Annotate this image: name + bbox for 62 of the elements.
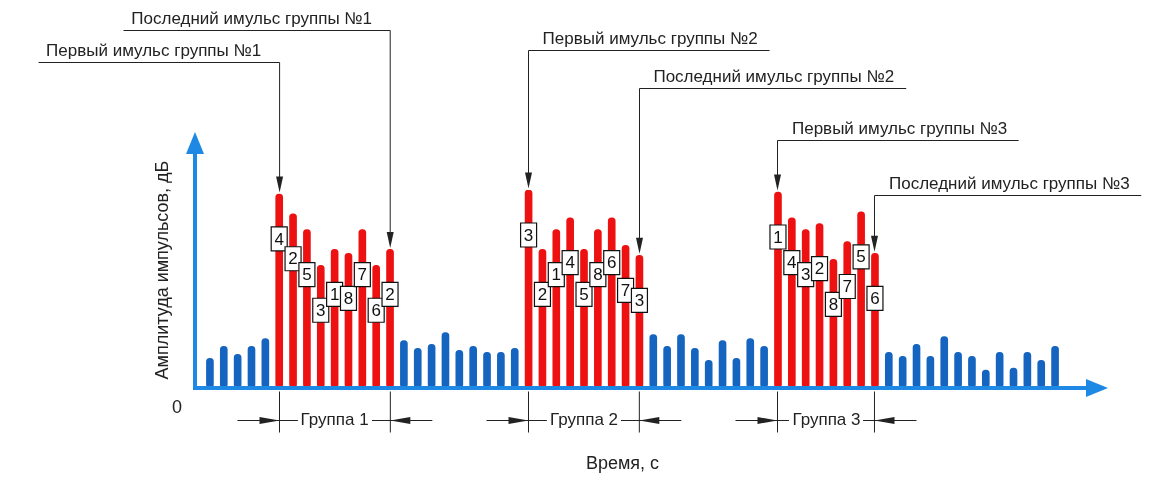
text: Последний имульс группы №2 [653, 67, 895, 86]
annotation: 6 [870, 289, 880, 309]
bar [760, 346, 768, 388]
annotation: 1 [329, 285, 340, 305]
annotation: 8 [593, 265, 603, 285]
text: Последний имульс группы №1 [131, 9, 373, 28]
bar [691, 348, 699, 388]
annotation: 7 [620, 281, 631, 301]
bar [261, 338, 270, 388]
annotation: 5 [579, 285, 589, 305]
bar [912, 344, 921, 388]
bar [206, 357, 214, 388]
text: 0 [171, 396, 183, 417]
text: Первый имульс группы №2 [542, 29, 758, 48]
bar [884, 352, 893, 388]
x-axis-title: Время, с [585, 452, 660, 473]
annotation: 8 [343, 289, 354, 309]
bar [704, 359, 713, 388]
annotation: 3 [634, 291, 645, 311]
bar [954, 352, 962, 388]
annotation: 2 [288, 249, 298, 269]
y-axis-title: Амплитуда импульсов, дБ [151, 160, 172, 380]
annotation: 1 [773, 227, 783, 247]
bar [1037, 359, 1046, 388]
bar [483, 352, 491, 388]
bar [940, 336, 949, 388]
bar [441, 332, 450, 388]
bar [219, 346, 228, 388]
bar [413, 348, 422, 388]
bar [677, 334, 685, 388]
bar [455, 350, 464, 388]
annotation: 7 [842, 277, 852, 297]
annotation: 6 [371, 300, 381, 320]
annotation: 1 [551, 265, 562, 285]
bar [663, 346, 671, 388]
annotation: 2 [537, 285, 548, 305]
annotation: 7 [357, 265, 368, 285]
bar [427, 344, 436, 388]
annotation: 3 [316, 300, 326, 320]
bar [649, 334, 658, 388]
text: Первый имульс группы №3 [791, 119, 1008, 138]
annotation: 3 [800, 265, 811, 285]
bar [968, 355, 976, 388]
text: Первый имульс группы №1 [46, 41, 262, 60]
annotation: 4 [787, 253, 797, 273]
bar [469, 346, 477, 388]
bar [746, 338, 755, 388]
annotation: Последний имульс группы №3 [888, 174, 1130, 193]
annotation: 2 [814, 259, 825, 279]
bar [510, 348, 519, 388]
annotation: 5 [856, 247, 866, 267]
bar [497, 352, 505, 388]
bar [1051, 346, 1059, 388]
bar [718, 340, 727, 388]
annotation: 4 [565, 253, 575, 273]
annotation: 8 [828, 294, 839, 314]
annotation: 2 [385, 285, 395, 305]
annotation: 5 [302, 265, 312, 285]
bar [400, 340, 408, 388]
annotation: 4 [274, 229, 284, 249]
annotation: 6 [606, 253, 617, 273]
annotation: 3 [523, 225, 534, 245]
